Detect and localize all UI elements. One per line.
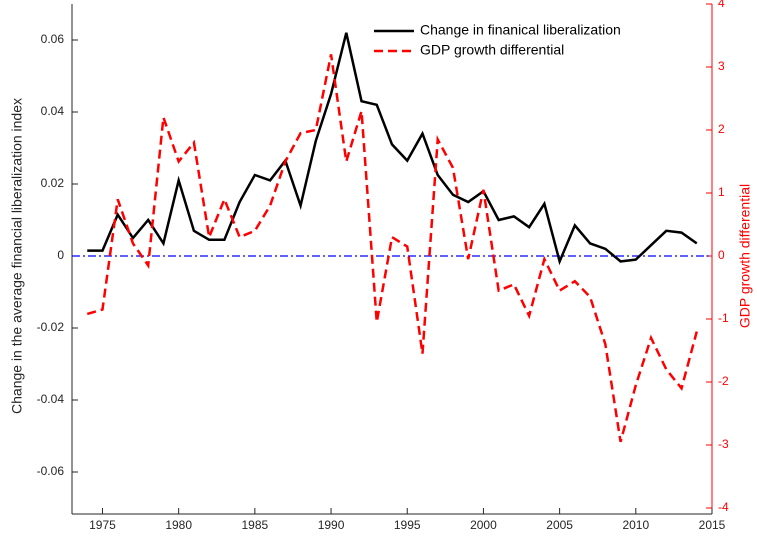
y2-tick-label: -1 (718, 311, 729, 325)
y2-tick-label: 4 (718, 0, 725, 10)
y-tick-label: 0.06 (41, 32, 65, 46)
legend-label: GDP growth differential (420, 42, 564, 58)
y-axis-label: Change in the average financial liberali… (9, 98, 25, 414)
y2-tick-label: 2 (718, 122, 725, 136)
y-tick-label: 0.02 (41, 176, 65, 190)
y2-tick-label: 1 (718, 185, 725, 199)
x-tick-label: 1990 (318, 518, 345, 532)
x-tick-label: 1975 (89, 518, 116, 532)
y2-tick-label: -4 (718, 500, 729, 514)
y-tick-label: 0 (57, 248, 64, 262)
y-tick-label: -0.06 (37, 464, 65, 478)
y-tick-label: 0.04 (41, 104, 65, 118)
y-tick-label: -0.02 (37, 320, 65, 334)
x-tick-label: 1985 (242, 518, 269, 532)
y2-tick-label: 0 (718, 248, 725, 262)
x-tick-label: 2010 (622, 518, 649, 532)
y2-tick-label: -2 (718, 374, 729, 388)
legend-label: Change in finanical liberalization (420, 22, 621, 38)
y2-axis-label: GDP growth differential (737, 184, 753, 328)
x-tick-label: 2000 (470, 518, 497, 532)
data-line (87, 32, 698, 266)
x-tick-label: 1980 (165, 518, 192, 532)
x-tick-label: 1995 (394, 518, 421, 532)
y2-tick-label: 3 (718, 59, 725, 73)
data-line (86, 54, 698, 443)
y2-tick-label: -3 (718, 437, 729, 451)
x-tick-label: 2015 (699, 518, 726, 532)
x-tick-label: 2005 (546, 518, 573, 532)
y-tick-label: -0.04 (37, 392, 65, 406)
